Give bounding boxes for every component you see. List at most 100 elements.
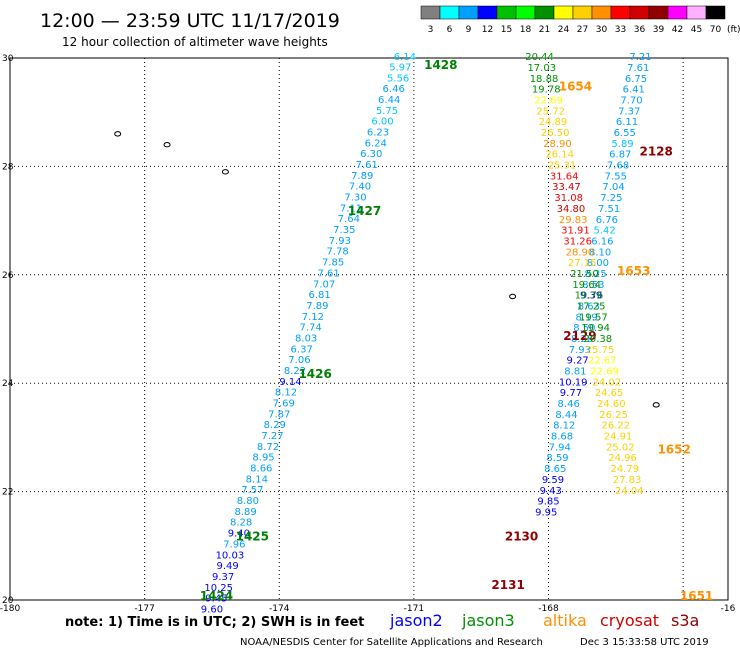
wave-height-value: 6.24: [365, 138, 387, 149]
wave-height-value: 8.28: [571, 334, 593, 345]
legend-swatch: [534, 5, 555, 20]
wave-height-value: 24.79: [610, 464, 639, 475]
wave-height-value: 7.74: [300, 323, 322, 334]
legend-swatch: [648, 5, 669, 20]
y-tick-label: 28: [2, 162, 14, 172]
wave-height-value: 9.37: [212, 572, 234, 583]
wave-height-value: 7.94: [549, 442, 571, 453]
wave-height-value: 24.91: [604, 432, 633, 443]
wave-height-value: 9.40: [228, 529, 250, 540]
wave-height-value: 25.31: [548, 161, 577, 172]
wave-height-value: 6.30: [360, 149, 382, 160]
wave-height-value: 8.29: [264, 420, 286, 431]
wave-height-value: 7.89: [351, 171, 373, 182]
wave-height-value: 20.38: [584, 334, 613, 345]
wave-height-value: 5.89: [611, 139, 633, 150]
y-tick-label: 26: [2, 271, 14, 281]
wave-height-value: 24.02: [593, 377, 622, 388]
legend-label: 70: [710, 25, 722, 35]
wave-height-value: 5.42: [593, 226, 615, 237]
wave-height-value: 8.25: [584, 269, 606, 280]
wave-height-value: 7.55: [605, 171, 627, 182]
wave-height-value: 10.03: [216, 550, 245, 561]
wave-height-value: 9.43: [540, 486, 562, 497]
wave-height-value: 9.27: [567, 356, 589, 367]
wave-height-value: 6.00: [371, 117, 393, 128]
track-group: 7.217.616.756.417.707.376.116.555.896.87…: [491, 52, 672, 592]
wave-height-value: 7.61: [317, 268, 339, 279]
pass-number-label: 1652: [657, 443, 690, 457]
wave-height-value: 7.78: [326, 247, 348, 258]
footer-timestamp: Dec 3 15:33:58 UTC 2019: [580, 637, 709, 648]
wave-height-value: 22.69: [534, 96, 563, 107]
pass-number-label: 1427: [348, 204, 381, 218]
wave-height-value: 26.14: [545, 150, 574, 161]
legend-swatch: [610, 5, 631, 20]
wave-height-value: 7.93: [329, 236, 351, 247]
track-group: 20.4417.0318.8819.7822.6925.7224.8926.50…: [525, 52, 713, 603]
wave-height-value: 6.76: [596, 215, 618, 226]
island: [652, 402, 660, 408]
wave-height-value: 7.37: [618, 106, 640, 117]
legend-swatch: [553, 5, 574, 20]
islands: [114, 131, 660, 408]
wave-height-value: 7.27: [261, 431, 283, 442]
wave-height-value: 6.46: [383, 84, 405, 95]
island: [221, 169, 229, 175]
y-tick-label: 30: [2, 54, 14, 64]
wave-height-value: 25.72: [536, 106, 565, 117]
pass-number-label: 1653: [617, 264, 650, 278]
legend-label: 18: [520, 25, 532, 35]
footer-credit: NOAA/NESDIS Center for Satellite Applica…: [240, 637, 543, 648]
wave-height-value: 7.96: [223, 539, 245, 550]
wave-height-value: 9.95: [535, 507, 557, 518]
legend-swatch: [591, 5, 612, 20]
wave-height-value: 24.60: [597, 399, 626, 410]
wave-height-value: 31.91: [561, 226, 590, 237]
legend-swatch: [629, 5, 650, 20]
wave-height-value: 6.11: [616, 117, 638, 128]
pass-number-label: 2131: [491, 578, 524, 592]
wave-height-value: 25.75: [586, 345, 615, 356]
legend-label: 27: [577, 25, 588, 35]
legend-label: 42: [672, 25, 683, 35]
wave-height-value: 8.19: [576, 312, 598, 323]
wave-height-value: 7.70: [620, 96, 642, 107]
wave-height-value: 7.35: [333, 225, 355, 236]
wave-height-value: 34.80: [557, 204, 586, 215]
wave-height-value: 9.49: [217, 561, 239, 572]
wave-height-value: 20.44: [525, 52, 554, 63]
legend-label: 45: [691, 25, 702, 35]
wave-height-value: 8.68: [551, 432, 573, 443]
pass-number-label: 2130: [505, 529, 538, 543]
satellite-name: s3a: [671, 611, 699, 630]
legend-label: 39: [653, 25, 665, 35]
legend-label: 15: [501, 25, 512, 35]
satellite-name: jason2: [389, 611, 443, 630]
legend-swatch: [496, 5, 517, 20]
pass-number-label: 2128: [639, 145, 672, 159]
wave-height-value: 7.51: [598, 204, 620, 215]
island: [114, 131, 122, 137]
wave-height-value: 19.64: [572, 280, 601, 291]
wave-height-value: 29.83: [559, 215, 588, 226]
wave-height-value: 27.83: [613, 475, 642, 486]
wave-height-value: 8.28: [230, 518, 252, 529]
wave-height-value: 7.25: [600, 193, 622, 204]
wave-height-value: 8.89: [234, 507, 256, 518]
wave-height-value: 19.76: [575, 291, 604, 302]
wave-height-value: 8.46: [558, 399, 580, 410]
wave-height-value: 7.61: [627, 63, 649, 74]
wave-height-value: 8.00: [587, 258, 609, 269]
wave-height-value: 19.78: [532, 85, 561, 96]
wave-height-value: 9.59: [542, 475, 564, 486]
wave-height-value: 6.44: [378, 95, 400, 106]
legend-swatch: [686, 5, 707, 20]
wave-height-value: 31.26: [563, 236, 592, 247]
legend-label: 30: [596, 25, 608, 35]
axis-ticks: -180 -177 -174 -171 -168 -16 30 28 26 24 22 20: [0, 54, 736, 614]
legend-swatch: [439, 5, 460, 20]
wave-height-value: 8.10: [589, 247, 611, 258]
wave-height-value: 7.30: [344, 193, 366, 204]
wave-height-value: 17.03: [527, 63, 556, 74]
